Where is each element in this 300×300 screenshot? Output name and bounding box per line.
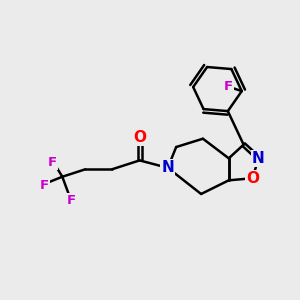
Text: F: F (40, 178, 49, 192)
Text: N: N (161, 160, 174, 175)
Text: N: N (252, 151, 265, 166)
Text: O: O (246, 171, 259, 186)
Text: F: F (224, 80, 233, 93)
Text: F: F (67, 194, 76, 207)
Text: O: O (133, 130, 146, 145)
Text: F: F (47, 156, 56, 169)
